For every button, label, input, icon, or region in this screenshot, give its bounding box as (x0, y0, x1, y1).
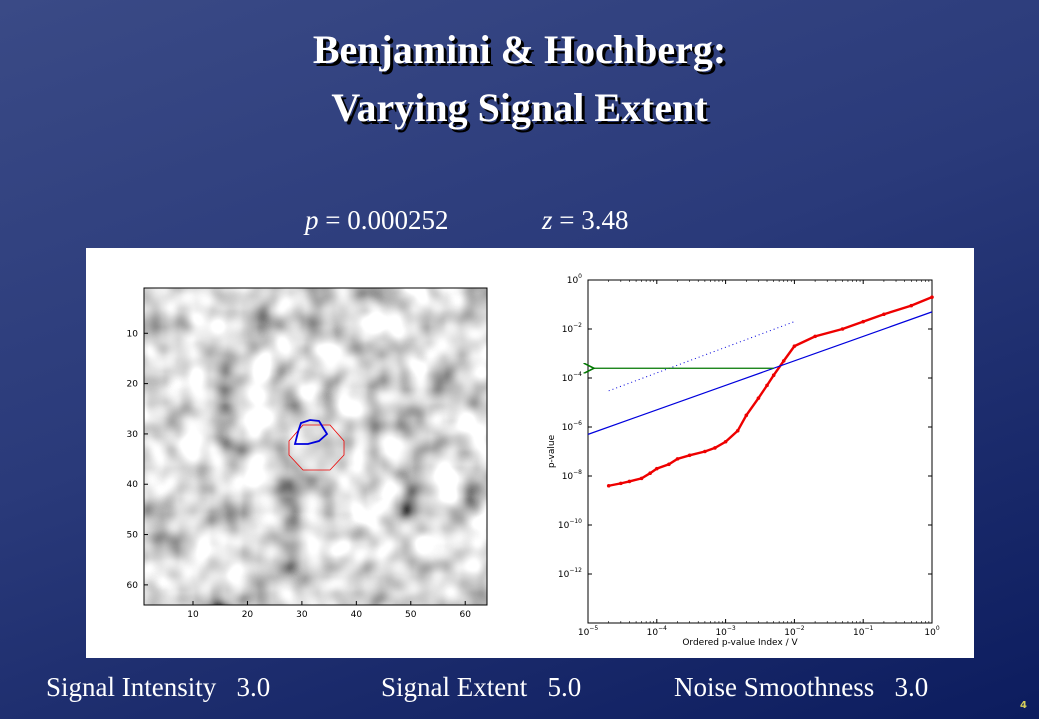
z-value-readout: z = 3.48 (542, 205, 629, 236)
noise-image (144, 288, 487, 605)
pvalue-point (713, 446, 717, 450)
x-tick-label: 10−4 (647, 625, 667, 638)
bh-reference-line (608, 321, 795, 392)
x-axis-label: Ordered p-value Index / V (682, 638, 798, 648)
pvalue-point (735, 428, 740, 433)
pvalue-point (882, 312, 886, 317)
x-tick-label: 10 (187, 610, 199, 620)
x-tick-label: 10−1 (853, 625, 873, 638)
pvalue-point (792, 344, 797, 348)
x-tick-label: 30 (296, 610, 308, 620)
pvalue-point (619, 481, 623, 486)
pvalue-point (648, 471, 652, 476)
pvalue-point (667, 462, 671, 467)
p-symbol: p (305, 205, 319, 235)
detected-region-contour (293, 419, 329, 445)
pvalue-point (840, 327, 845, 331)
p-value-readout: p = 0.000252 (305, 205, 448, 236)
pvalue-point (930, 295, 934, 299)
x-tick-label: 100 (924, 625, 939, 638)
slide-number: 4 (1020, 700, 1027, 711)
pvalue-point (687, 453, 692, 458)
z-symbol: z (542, 205, 553, 235)
y-tick-label: 10 (127, 329, 139, 339)
y-tick-label: 10−8 (562, 469, 582, 482)
x-tick-label: 10−2 (784, 625, 804, 638)
pvalue-point (909, 303, 914, 308)
pvalue-point (756, 396, 761, 400)
y-tick-label: 10−12 (558, 567, 582, 580)
z-value: = 3.48 (552, 205, 629, 235)
x-tick-label: 10−3 (715, 625, 735, 638)
y-tick-label: 40 (127, 480, 139, 490)
y-tick-label: 50 (127, 531, 139, 541)
y-tick-label: 60 (127, 581, 139, 591)
x-tick-label: 50 (405, 610, 417, 620)
y-tick-label: 30 (127, 430, 139, 440)
signal-intensity-label: Signal Intensity 3.0 (46, 672, 271, 702)
y-axis-label: p-value (547, 434, 557, 468)
pvalue-point (813, 334, 817, 339)
x-tick-label: 60 (459, 610, 471, 620)
pvalue-point (771, 373, 776, 378)
y-tick-label: 10−2 (562, 322, 582, 335)
pvalue-point (655, 466, 659, 471)
pvalue-point (781, 359, 786, 363)
y-tick-label: 20 (127, 380, 139, 390)
bh-threshold-line (587, 311, 933, 435)
noise-smoothness-label: Noise Smoothness 3.0 (674, 672, 929, 702)
pvalue-point (639, 476, 644, 481)
pvalue-point (606, 483, 611, 488)
plot-frame (587, 279, 933, 624)
y-tick-label: 10−6 (562, 420, 582, 433)
p-value: = 0.000252 (318, 205, 449, 235)
pvalue-point (723, 439, 728, 444)
y-tick-label: 10−10 (558, 518, 582, 531)
signal-extent-label: Signal Extent 5.0 (381, 672, 582, 702)
ordered-pvalue-curve (608, 296, 933, 487)
x-tick-label: 40 (351, 610, 363, 620)
pvalue-point (675, 457, 680, 461)
true-signal-contour (288, 424, 345, 471)
x-tick-label: 10−5 (578, 625, 598, 638)
x-tick-label: 20 (242, 610, 254, 620)
noise-image-plot: 10 20 30 40 50 60 10 20 30 40 50 60 (127, 287, 488, 620)
pvalue-point (765, 383, 769, 388)
y-tick-label: 10−4 (562, 371, 582, 384)
image-frame (143, 287, 488, 606)
pvalue-point (703, 449, 707, 454)
y-tick-label: 100 (567, 273, 582, 286)
slide-title-line-2: Varying Signal Extent (331, 85, 708, 130)
pvalue-point (744, 413, 749, 418)
pvalue-point (627, 479, 632, 484)
slide-title-line-1: Benjamini & Hochberg: (312, 27, 727, 72)
pvalue-point (861, 319, 865, 324)
pvalue-plot: 10−5 10−4 10−3 10−2 10−1 100 100 10−2 10−4 10−6 10… (547, 273, 940, 648)
figure-panel: 10 20 30 40 50 60 10 20 30 40 50 60 10−5 10−4 10−3 10−… (86, 248, 974, 658)
